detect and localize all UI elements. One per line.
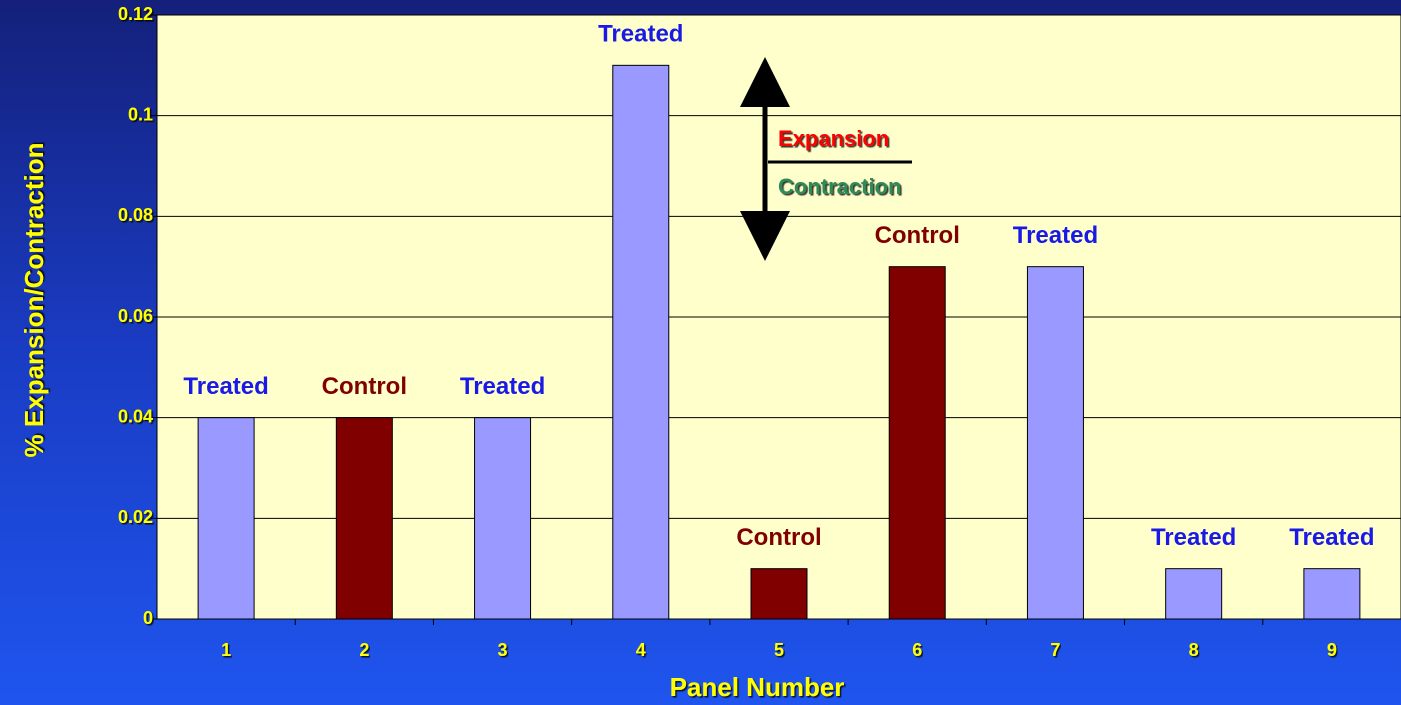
bar-label: Treated — [1289, 524, 1374, 551]
bar — [888, 266, 946, 620]
x-tick-label: 9 — [1327, 640, 1337, 660]
y-tick-label: 0.12 — [118, 4, 153, 24]
y-axis-title: % Expansion/Contraction — [19, 143, 49, 458]
x-tick-label: 4 — [636, 640, 646, 660]
x-axis-title: Panel Number — [670, 672, 845, 702]
y-tick-label: 0 — [143, 608, 153, 628]
y-tick-label: 0.04 — [118, 406, 153, 426]
x-tick-label: 3 — [498, 640, 508, 660]
x-tick-label: 2 — [359, 640, 369, 660]
y-tick-label: 0.06 — [118, 306, 153, 326]
y-tick-label: 0.02 — [118, 507, 153, 527]
bar-label: Treated — [460, 373, 545, 400]
x-tick-label: 7 — [1050, 640, 1060, 660]
bar-label: Treated — [1013, 222, 1098, 249]
bar-label: Treated — [183, 373, 268, 400]
x-tick-label: 5 — [774, 640, 784, 660]
bar — [197, 417, 255, 620]
bar — [1303, 568, 1361, 620]
annotation: Contraction — [778, 174, 901, 199]
bar — [474, 417, 532, 620]
bar — [1026, 266, 1084, 620]
bar-label: Control — [736, 524, 821, 551]
bar-label: Control — [322, 373, 407, 400]
x-tick-label: 1 — [221, 640, 231, 660]
bar-label: Treated — [1151, 524, 1236, 551]
x-tick-label: 6 — [912, 640, 922, 660]
x-tick-label: 8 — [1189, 640, 1199, 660]
annotation: Expansion — [778, 126, 889, 151]
y-tick-label: 0.1 — [128, 104, 153, 124]
bar-label: Treated — [598, 21, 683, 48]
bar — [1165, 568, 1223, 620]
bar — [335, 417, 393, 620]
bar — [750, 568, 808, 620]
y-tick-label: 0.08 — [118, 205, 153, 225]
bar-label: Control — [875, 222, 960, 249]
bar — [612, 64, 670, 620]
